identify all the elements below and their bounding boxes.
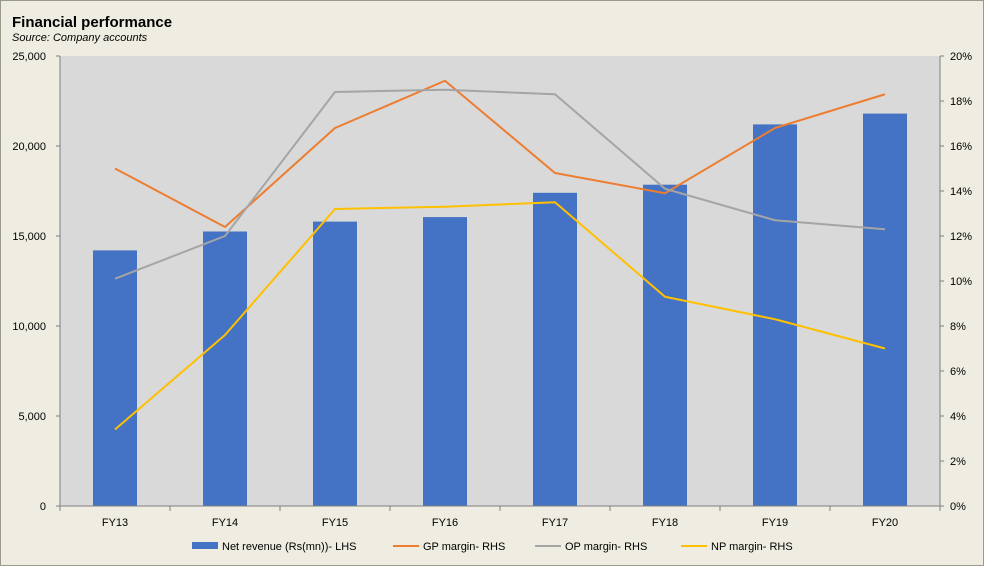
- op-margin-line: [114, 88, 886, 280]
- y-left-tick-label: 20,000: [12, 141, 46, 153]
- y-right-tick-label: 14%: [950, 186, 972, 198]
- y-right-tick-label: 8%: [950, 321, 966, 333]
- plot-area: [60, 56, 940, 506]
- revenue-bar-fy15: [313, 221, 357, 506]
- revenue-bar-fy14: [203, 231, 247, 506]
- chart-title: Financial performance: [12, 14, 173, 31]
- revenue-bar-fy18: [643, 184, 687, 506]
- revenue-bar-fy19: [753, 124, 797, 507]
- y-right-tick-label: 2%: [950, 456, 966, 468]
- legend-label: OP margin- RHS: [565, 541, 647, 553]
- x-tick-label: FY13: [102, 517, 128, 529]
- x-tick-label: FY16: [432, 517, 458, 529]
- x-tick-label: FY18: [652, 517, 678, 529]
- y-left-tick-label: 0: [40, 501, 46, 513]
- x-tick-label: FY20: [872, 517, 898, 529]
- y-right-tick-label: 18%: [950, 96, 972, 108]
- y-left-tick-label: 10,000: [12, 321, 46, 333]
- revenue-bar-fy17: [533, 192, 577, 507]
- x-tick-label: FY17: [542, 517, 568, 529]
- np-margin-line: [114, 201, 886, 431]
- y-right-tick-label: 10%: [950, 276, 972, 288]
- legend-swatch-revenue: [192, 542, 218, 549]
- revenue-bar-fy20: [863, 113, 907, 506]
- legend-label: NP margin- RHS: [711, 541, 793, 553]
- y-right-tick-label: 12%: [950, 231, 972, 243]
- y-right-tick-label: 0%: [950, 501, 966, 513]
- chart-subtitle: Source: Company accounts: [12, 32, 148, 44]
- revenue-bar-fy16: [423, 217, 467, 506]
- y-right-tick-label: 16%: [950, 141, 972, 153]
- y-right-tick-label: 20%: [950, 51, 972, 63]
- x-tick-label: FY14: [212, 517, 238, 529]
- x-tick-label: FY15: [322, 517, 348, 529]
- legend-label: Net revenue (Rs(mn))- LHS: [222, 541, 356, 553]
- revenue-bar-fy13: [93, 250, 137, 506]
- y-left-tick-label: 15,000: [12, 231, 46, 243]
- legend-label: GP margin- RHS: [423, 541, 505, 553]
- y-left-tick-label: 5,000: [18, 411, 46, 423]
- x-tick-label: FY19: [762, 517, 788, 529]
- y-right-tick-label: 6%: [950, 366, 966, 378]
- y-right-tick-label: 4%: [950, 411, 966, 423]
- y-left-tick-label: 25,000: [12, 51, 46, 63]
